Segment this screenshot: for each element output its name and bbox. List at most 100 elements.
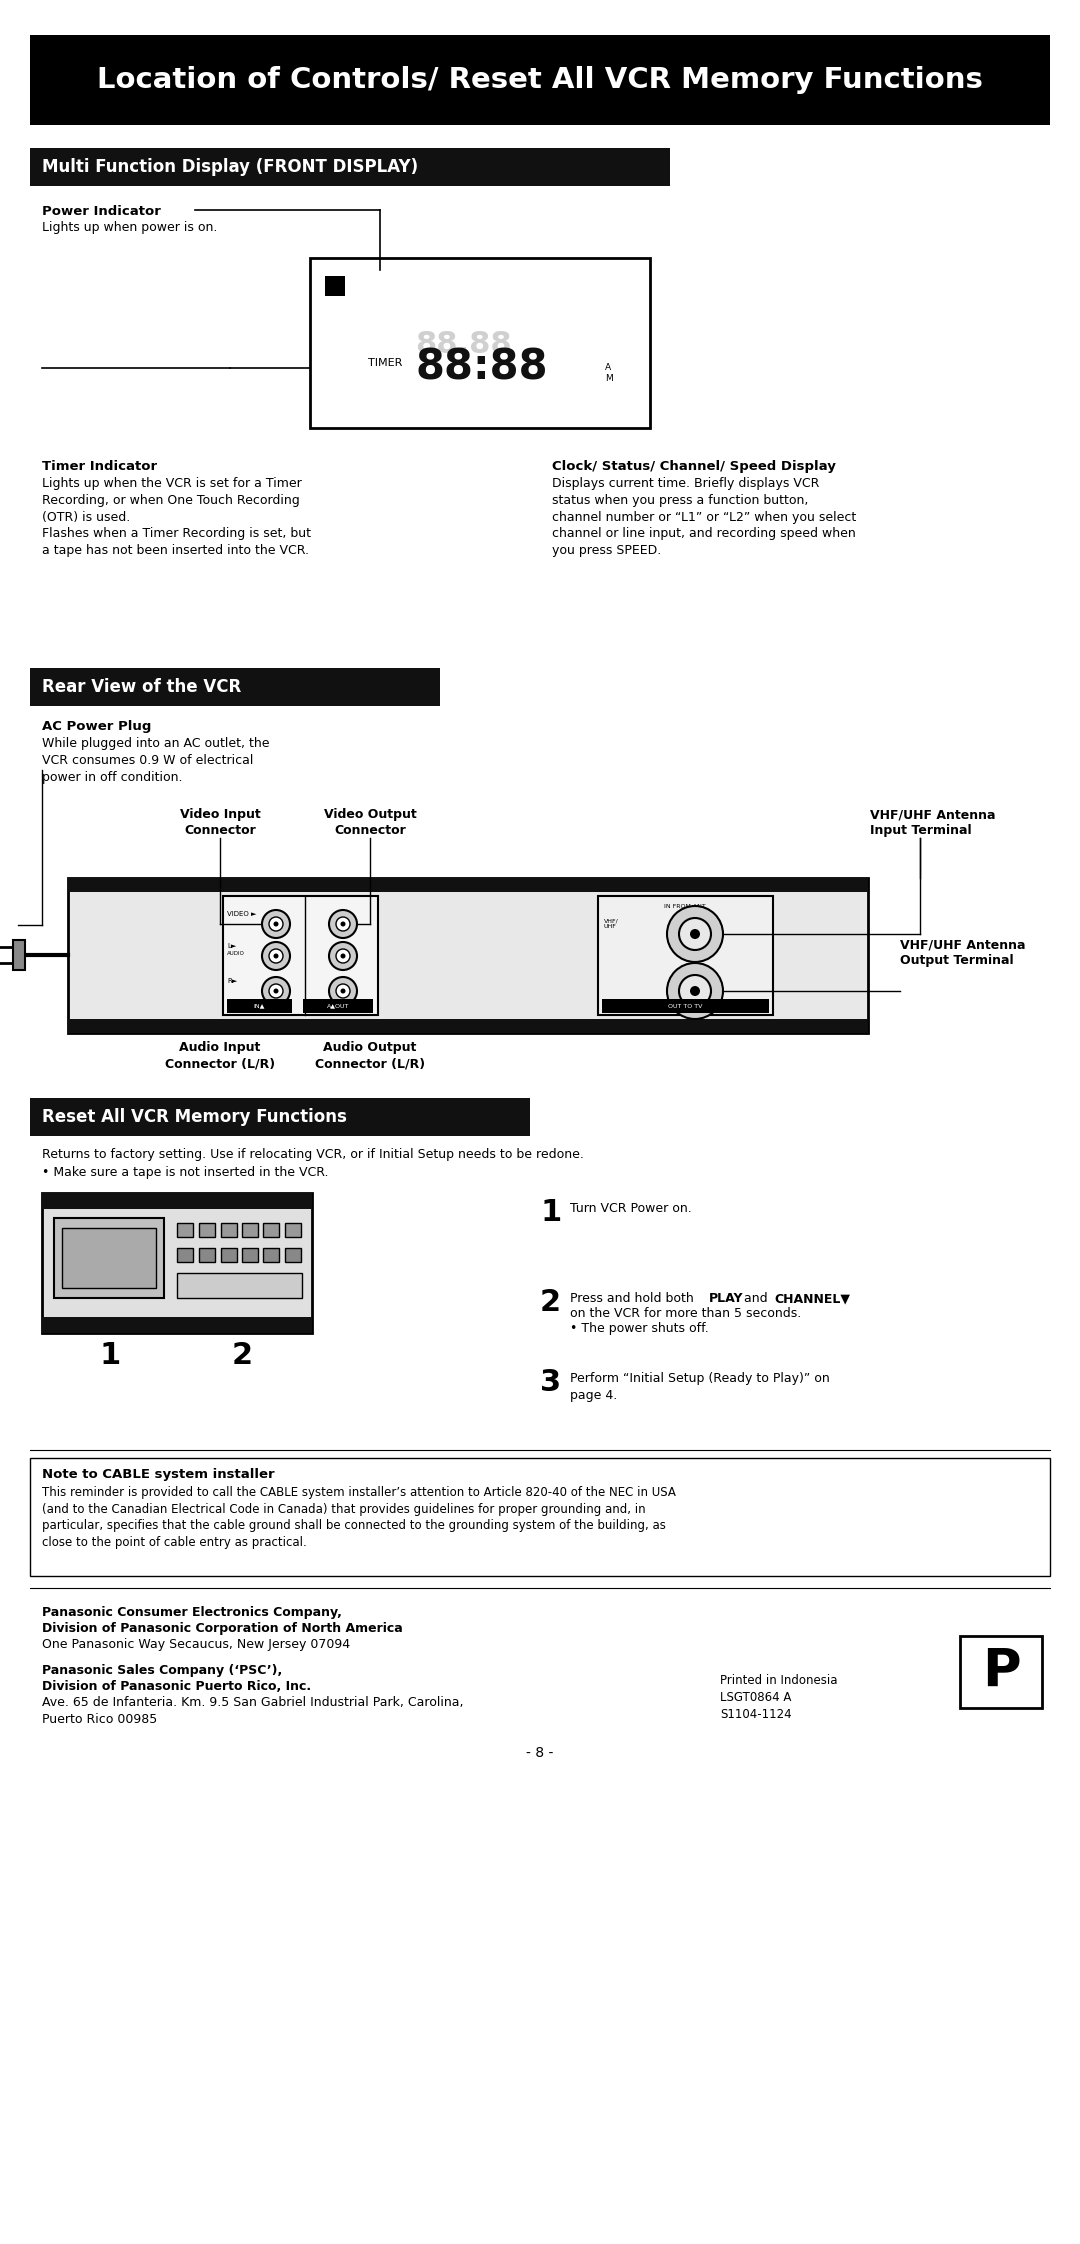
- Bar: [221, 1223, 237, 1236]
- Bar: [13, 940, 25, 969]
- Text: While plugged into an AC outlet, the
VCR consumes 0.9 W of electrical
power in o: While plugged into an AC outlet, the VCR…: [42, 736, 270, 783]
- Bar: [303, 999, 373, 1012]
- Bar: [285, 1248, 301, 1261]
- Circle shape: [269, 918, 283, 931]
- Text: 1: 1: [540, 1198, 562, 1227]
- Circle shape: [262, 911, 291, 938]
- Bar: [54, 1218, 164, 1297]
- Circle shape: [336, 949, 350, 963]
- Text: Video Input
Connector: Video Input Connector: [179, 808, 260, 837]
- Circle shape: [269, 985, 283, 999]
- Bar: [30, 1459, 1050, 1575]
- Text: VHF/UHF Antenna
Output Terminal: VHF/UHF Antenna Output Terminal: [900, 938, 1026, 967]
- Bar: [177, 1272, 302, 1297]
- Bar: [222, 895, 378, 1014]
- Circle shape: [690, 929, 700, 938]
- Text: This reminder is provided to call the CABLE system installer’s attention to Arti: This reminder is provided to call the CA…: [42, 1486, 676, 1548]
- Text: Division of Panasonic Puerto Rico, Inc.: Division of Panasonic Puerto Rico, Inc.: [42, 1681, 311, 1692]
- Text: IN FROM ANT.: IN FROM ANT.: [663, 904, 706, 909]
- Text: Press and hold both: Press and hold both: [570, 1293, 698, 1306]
- Circle shape: [336, 918, 350, 931]
- Bar: [227, 999, 292, 1012]
- Text: Audio Output
Connector (L/R): Audio Output Connector (L/R): [315, 1041, 426, 1070]
- Text: TIMER: TIMER: [368, 359, 403, 368]
- Bar: [42, 1317, 312, 1333]
- Text: Panasonic Consumer Electronics Company,: Panasonic Consumer Electronics Company,: [42, 1607, 342, 1618]
- Text: VIDEO ►: VIDEO ►: [227, 911, 256, 918]
- Text: OUT TO TV: OUT TO TV: [667, 1003, 702, 1008]
- Text: PLAY: PLAY: [708, 1293, 743, 1306]
- Text: Clock/ Status/ Channel/ Speed Display: Clock/ Status/ Channel/ Speed Display: [552, 460, 836, 473]
- Text: Lights up when the VCR is set for a Timer
Recording, or when One Touch Recording: Lights up when the VCR is set for a Time…: [42, 478, 311, 557]
- Text: Note to CABLE system installer: Note to CABLE system installer: [42, 1468, 274, 1481]
- Circle shape: [690, 985, 700, 996]
- Text: 2: 2: [540, 1288, 562, 1317]
- Bar: [42, 1194, 312, 1210]
- Bar: [199, 1248, 215, 1261]
- Bar: [960, 1636, 1042, 1708]
- Text: on the VCR for more than 5 seconds.: on the VCR for more than 5 seconds.: [570, 1306, 801, 1319]
- Text: Turn VCR Power on.: Turn VCR Power on.: [570, 1203, 692, 1214]
- Circle shape: [340, 990, 346, 994]
- Text: - 8 -: - 8 -: [526, 1746, 554, 1759]
- Text: VHF/
UHF: VHF/ UHF: [604, 918, 619, 929]
- Text: Division of Panasonic Corporation of North America: Division of Panasonic Corporation of Nor…: [42, 1622, 403, 1636]
- Text: Displays current time. Briefly displays VCR
status when you press a function but: Displays current time. Briefly displays …: [552, 478, 856, 557]
- Bar: [42, 1194, 312, 1333]
- Circle shape: [262, 942, 291, 969]
- Text: VHF/UHF Antenna
Input Terminal: VHF/UHF Antenna Input Terminal: [870, 808, 996, 837]
- Bar: [30, 1097, 530, 1135]
- Circle shape: [269, 949, 283, 963]
- Text: Lights up when power is on.: Lights up when power is on.: [42, 220, 217, 233]
- Text: Printed in Indonesia
LSGT0864 A
S1104-1124: Printed in Indonesia LSGT0864 A S1104-11…: [720, 1674, 837, 1721]
- Circle shape: [667, 963, 723, 1019]
- Circle shape: [273, 954, 279, 958]
- Bar: [62, 1227, 156, 1288]
- Text: AC Power Plug: AC Power Plug: [42, 720, 151, 734]
- Bar: [177, 1223, 193, 1236]
- Bar: [598, 895, 773, 1014]
- Text: Returns to factory setting. Use if relocating VCR, or if Initial Setup needs to : Returns to factory setting. Use if reloc…: [42, 1149, 584, 1160]
- Bar: [264, 1223, 279, 1236]
- Circle shape: [340, 922, 346, 927]
- Bar: [199, 1223, 215, 1236]
- Text: Video Output
Connector: Video Output Connector: [324, 808, 417, 837]
- Text: Power Indicator: Power Indicator: [42, 204, 161, 218]
- Bar: [68, 877, 868, 1032]
- Text: Timer Indicator: Timer Indicator: [42, 460, 157, 473]
- Circle shape: [329, 976, 357, 1005]
- Circle shape: [329, 911, 357, 938]
- Text: Audio Input
Connector (L/R): Audio Input Connector (L/R): [165, 1041, 275, 1070]
- Bar: [242, 1248, 258, 1261]
- Circle shape: [679, 974, 711, 1008]
- Text: and: and: [740, 1293, 771, 1306]
- Text: 88:88: 88:88: [415, 346, 548, 388]
- Circle shape: [273, 990, 279, 994]
- Bar: [30, 36, 1050, 126]
- Circle shape: [273, 922, 279, 927]
- Text: Multi Function Display (FRONT DISPLAY): Multi Function Display (FRONT DISPLAY): [42, 157, 418, 175]
- Text: CHANNEL▼: CHANNEL▼: [774, 1293, 850, 1306]
- Text: Location of Controls/ Reset All VCR Memory Functions: Location of Controls/ Reset All VCR Memo…: [97, 65, 983, 94]
- Bar: [264, 1248, 279, 1261]
- Text: 1: 1: [99, 1342, 121, 1371]
- Text: Reset All VCR Memory Functions: Reset All VCR Memory Functions: [42, 1109, 347, 1126]
- Text: AUDIO: AUDIO: [227, 951, 245, 956]
- Bar: [602, 999, 769, 1012]
- Circle shape: [262, 976, 291, 1005]
- Text: 88.88: 88.88: [415, 330, 512, 359]
- Text: IN▲: IN▲: [254, 1003, 265, 1008]
- Bar: [177, 1248, 193, 1261]
- Bar: [30, 148, 670, 186]
- Circle shape: [340, 954, 346, 958]
- Text: 3: 3: [540, 1369, 562, 1398]
- Text: One Panasonic Way Secaucus, New Jersey 07094: One Panasonic Way Secaucus, New Jersey 0…: [42, 1638, 350, 1652]
- Text: R►: R►: [227, 978, 238, 985]
- Circle shape: [667, 907, 723, 963]
- Circle shape: [336, 985, 350, 999]
- Text: P: P: [982, 1647, 1021, 1699]
- Text: • The power shuts off.: • The power shuts off.: [570, 1322, 708, 1335]
- Bar: [30, 669, 440, 707]
- Text: 2: 2: [231, 1342, 253, 1371]
- Text: A
M: A M: [605, 364, 612, 384]
